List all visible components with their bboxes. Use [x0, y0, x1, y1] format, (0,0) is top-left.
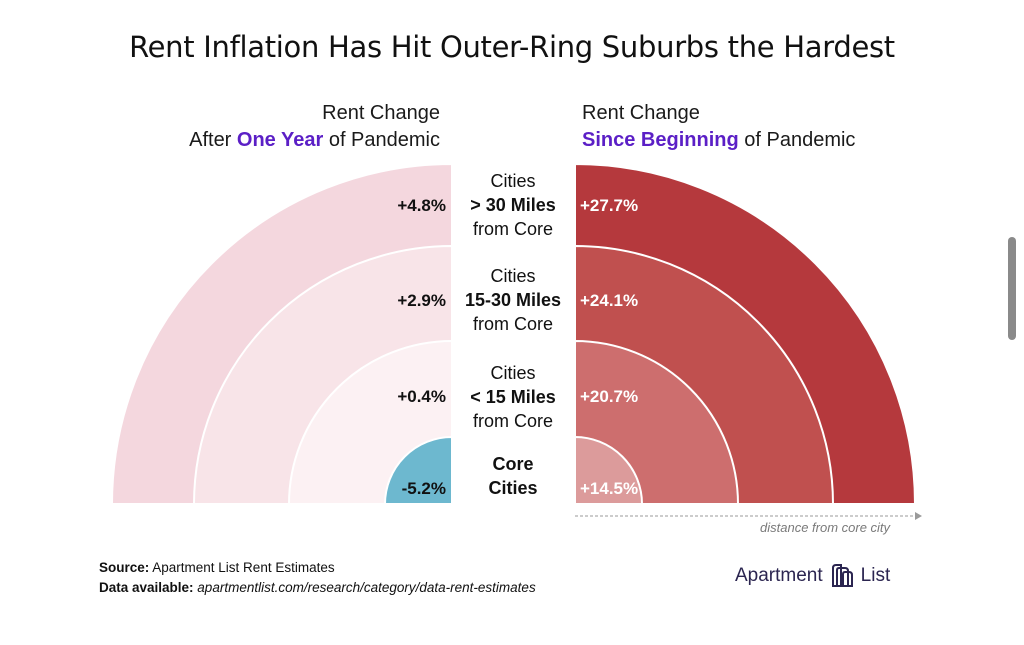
left-value-lt15: +0.4%: [397, 387, 446, 406]
category-label-15to30-line1: Cities: [490, 266, 535, 286]
distance-axis-label: distance from core city: [760, 520, 891, 535]
category-label-15to30-line2: 15-30 Miles: [465, 290, 561, 310]
left-bands: [110, 162, 453, 505]
source-label: Source:: [99, 560, 150, 575]
left-header-line2: After One Year of Pandemic: [189, 127, 440, 154]
left-header-suffix: of Pandemic: [323, 129, 440, 151]
right-value-lt15: +20.7%: [580, 387, 638, 406]
right-value-gt30: +27.7%: [580, 196, 638, 215]
category-label-lt15-line3: from Core: [473, 411, 553, 431]
data-available-line: Data available: apartmentlist.com/resear…: [99, 580, 536, 595]
left-header-prefix: After: [189, 129, 237, 151]
right-header-line1: Rent Change: [582, 102, 700, 124]
category-label-gt30-line1: Cities: [490, 171, 535, 191]
category-label-gt30-line2: > 30 Miles: [470, 195, 556, 215]
category-label-core-line1: Core: [492, 454, 533, 474]
right-series-header: Rent Change Since Beginning of Pandemic: [582, 100, 855, 154]
category-label-lt15-line1: Cities: [490, 363, 535, 383]
logo-word-list: List: [860, 565, 891, 586]
logo-word-apartment: Apartment: [735, 565, 823, 586]
left-value-gt30: +4.8%: [397, 196, 446, 215]
category-label-lt15-line2: < 15 Miles: [470, 387, 556, 407]
data-available-label: Data available:: [99, 580, 194, 595]
source-line: Source: Apartment List Rent Estimates: [99, 560, 335, 575]
apartment-list-logo: Apartment List: [735, 561, 890, 591]
source-text: Apartment List Rent Estimates: [149, 560, 335, 575]
left-band-core: [383, 435, 453, 505]
distance-axis-arrow: [915, 512, 922, 520]
left-value-15to30: +2.9%: [397, 291, 446, 310]
right-header-highlight: Since Beginning: [582, 129, 739, 151]
left-series-header: Rent Change After One Year of Pandemic: [189, 100, 440, 154]
left-value-core: -5.2%: [402, 479, 446, 498]
right-header-suffix: of Pandemic: [738, 129, 856, 151]
right-bands: [574, 162, 917, 505]
value-labels: -5.2% +0.4% +2.9% +4.8% +14.5% +20.7% +24.1% +2…: [397, 196, 638, 498]
data-available-url: apartmentlist.com/research/category/data…: [193, 580, 536, 595]
right-value-15to30: +24.1%: [580, 291, 638, 310]
right-value-core: +14.5%: [580, 479, 638, 498]
scrollbar-thumb[interactable]: [1008, 237, 1016, 340]
left-header-highlight: One Year: [236, 129, 324, 151]
category-label-core-line2: Cities: [488, 478, 537, 498]
category-label-gt30-line3: from Core: [473, 219, 553, 239]
chart-title: Rent Inflation Has Hit Outer-Ring Suburb…: [129, 30, 895, 64]
center-labels: Core Cities Cities < 15 Miles from Core Citie…: [465, 171, 561, 498]
apartment-list-logo-icon: [831, 564, 853, 587]
right-band-core: [574, 435, 644, 505]
left-header-line1: Rent Change: [322, 102, 440, 124]
right-header-line2: Since Beginning of Pandemic: [582, 127, 855, 154]
category-label-15to30-line3: from Core: [473, 314, 553, 334]
